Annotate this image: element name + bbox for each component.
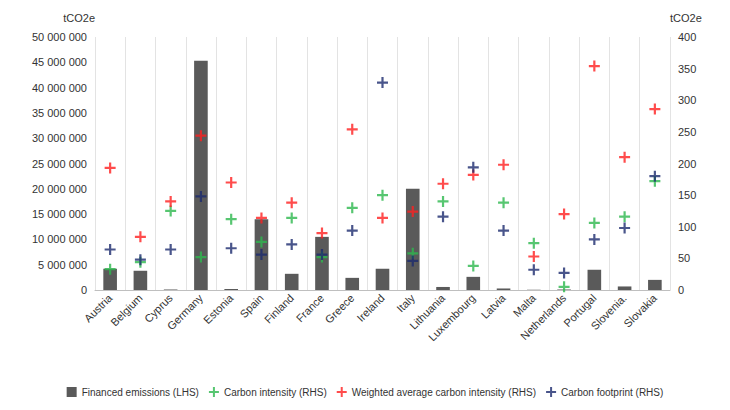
svg-text:35 000 000: 35 000 000 — [32, 107, 87, 119]
svg-text:50 000 000: 50 000 000 — [32, 31, 87, 43]
svg-text:10 000 000: 10 000 000 — [32, 233, 87, 245]
svg-text:350: 350 — [678, 63, 696, 75]
svg-text:Germany: Germany — [165, 291, 206, 332]
svg-text:France: France — [294, 292, 327, 325]
svg-text:Finland: Finland — [262, 292, 296, 326]
svg-text:0: 0 — [81, 284, 87, 296]
svg-text:0: 0 — [678, 284, 684, 296]
svg-text:Austria: Austria — [81, 291, 115, 325]
svg-text:15 000 000: 15 000 000 — [32, 208, 87, 220]
svg-text:Ireland: Ireland — [355, 292, 387, 324]
svg-text:tCO2e: tCO2e — [63, 12, 95, 24]
svg-text:Belgium: Belgium — [108, 292, 145, 329]
svg-text:Estonia: Estonia — [201, 291, 236, 326]
svg-text:Italy: Italy — [394, 291, 417, 314]
svg-text:300: 300 — [678, 94, 696, 106]
svg-text:5 000 000: 5 000 000 — [38, 259, 87, 271]
svg-text:100: 100 — [678, 221, 696, 233]
svg-text:Luxembourg: Luxembourg — [426, 292, 478, 344]
svg-text:250: 250 — [678, 126, 696, 138]
svg-text:200: 200 — [678, 158, 696, 170]
svg-text:Malta: Malta — [511, 291, 539, 319]
svg-text:150: 150 — [678, 189, 696, 201]
svg-text:Carbon footprint (RHS): Carbon footprint (RHS) — [561, 387, 663, 398]
svg-text:Slovenia.: Slovenia. — [588, 292, 628, 332]
svg-text:Greece: Greece — [323, 292, 357, 326]
svg-text:20 000 000: 20 000 000 — [32, 183, 87, 195]
svg-text:40 000 000: 40 000 000 — [32, 82, 87, 94]
svg-text:tCO2e: tCO2e — [670, 12, 702, 24]
svg-text:400: 400 — [678, 31, 696, 43]
svg-text:Slovakia: Slovakia — [621, 291, 659, 329]
svg-text:Weighted average carbon intens: Weighted average carbon intensity (RHS) — [352, 387, 536, 398]
svg-text:25 000 000: 25 000 000 — [32, 158, 87, 170]
svg-text:Portugal: Portugal — [561, 291, 599, 330]
svg-text:45 000 000: 45 000 000 — [32, 56, 87, 68]
svg-text:Lithuania: Lithuania — [407, 291, 448, 332]
svg-text:Spain: Spain — [237, 292, 265, 320]
svg-text:Cyprus: Cyprus — [141, 291, 175, 325]
svg-text:Netherlands: Netherlands — [518, 291, 569, 342]
svg-text:30 000 000: 30 000 000 — [32, 132, 87, 144]
svg-text:Latvia: Latvia — [479, 291, 509, 321]
svg-text:Financed emissions (LHS): Financed emissions (LHS) — [82, 387, 199, 398]
svg-text:Carbon intensity (RHS): Carbon intensity (RHS) — [224, 387, 327, 398]
svg-text:50: 50 — [678, 252, 690, 264]
